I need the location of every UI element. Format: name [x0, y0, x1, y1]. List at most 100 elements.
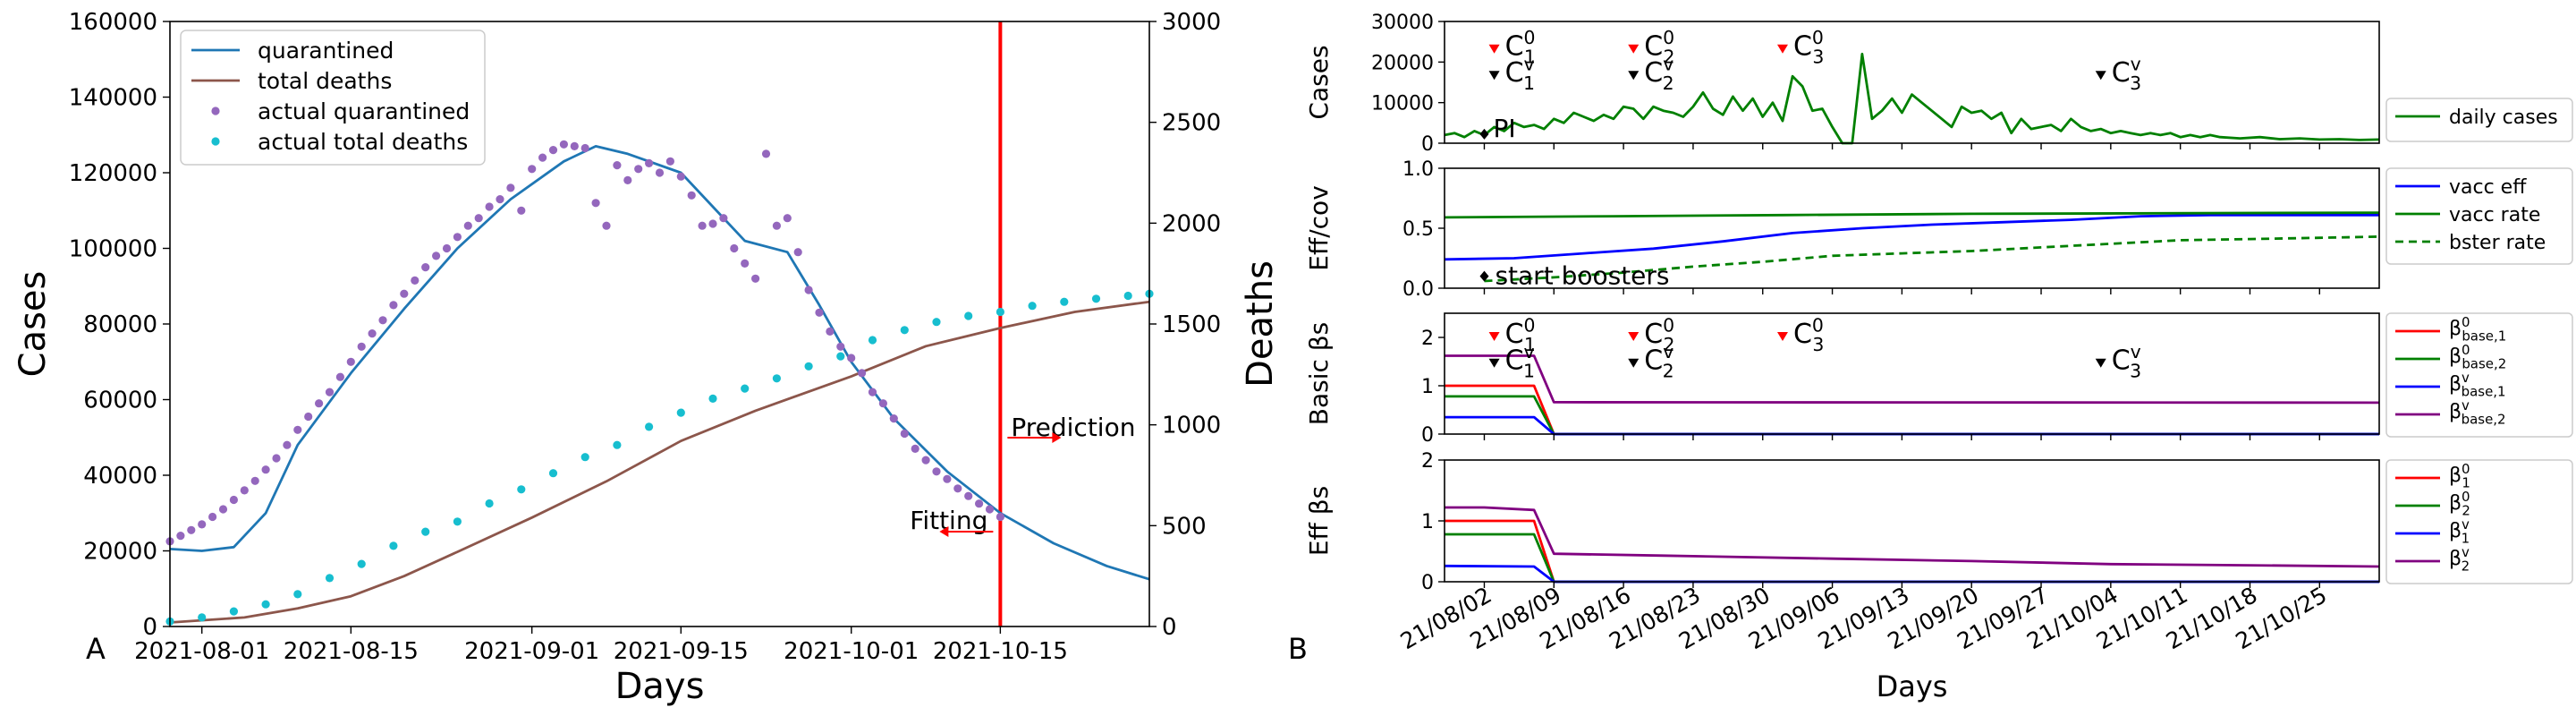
- series-line-2: [1484, 235, 2380, 283]
- series-line-2: [1444, 564, 2379, 584]
- data-point-3-2: [229, 607, 238, 616]
- data-point-2-13: [304, 412, 313, 422]
- data-point-3-4: [293, 590, 302, 599]
- data-point-3-15: [645, 422, 654, 431]
- changepoint-marker-2: [1776, 44, 1788, 54]
- data-point-2-52: [719, 214, 728, 223]
- data-point-2-3: [198, 520, 207, 529]
- data-point-2-60: [804, 286, 813, 294]
- data-point-2-37: [559, 140, 569, 149]
- data-point-2-57: [772, 221, 782, 230]
- legend-swatch-3: [211, 137, 220, 146]
- y-right-tick-label: 1000: [1162, 413, 1221, 439]
- changepoint-marker-0: [1488, 332, 1500, 341]
- fitting-arrowhead: [939, 526, 949, 537]
- data-point-2-26: [442, 243, 452, 253]
- plot-frame: [1444, 21, 2380, 144]
- y-right-tick-label: 2500: [1162, 110, 1221, 137]
- data-point-2-62: [826, 327, 835, 336]
- changepoint-label-0: C0 1: [1505, 314, 1536, 355]
- changepoint-label-5: Cv 3: [2112, 341, 2141, 382]
- data-point-2-51: [708, 219, 717, 228]
- data-point-2-69: [900, 429, 909, 439]
- legend-box: [2385, 459, 2573, 584]
- legend: daily cases: [2385, 98, 2573, 142]
- data-point-2-56: [761, 149, 771, 158]
- data-point-2-29: [474, 214, 483, 223]
- pi-label: PI: [1493, 114, 1515, 143]
- data-point-2-36: [548, 146, 558, 155]
- x-tick-label: 2021-08-15: [284, 638, 419, 665]
- series-line-0: [1445, 519, 2379, 584]
- x-tick-label: 2021-10-15: [933, 638, 1068, 665]
- y-left-tick-label: 60000: [83, 388, 157, 414]
- data-point-2-17: [346, 357, 355, 366]
- data-point-3-19: [772, 374, 782, 383]
- changepoint-label-2: C0 3: [1793, 27, 1824, 68]
- data-point-3-6: [357, 559, 366, 568]
- data-point-2-76: [975, 499, 984, 508]
- data-point-2-49: [687, 191, 696, 200]
- data-point-2-22: [400, 289, 409, 298]
- data-point-3-14: [613, 440, 622, 449]
- legend-label-0: daily cases: [2449, 107, 2558, 129]
- changepoint-marker-5: [2095, 358, 2106, 368]
- y-tick-label: 20000: [1371, 52, 1434, 74]
- changepoint-label-1: C0 2: [1644, 27, 1674, 68]
- legend-label-1: vacc rate: [2449, 204, 2540, 226]
- data-point-2-74: [953, 484, 962, 493]
- legend-box: [2385, 312, 2573, 438]
- data-point-2-1: [176, 532, 185, 541]
- legend: vacc eff vacc rate bster rate: [2385, 167, 2573, 265]
- changepoint-marker-4: [1628, 358, 1640, 368]
- booster-label: start boosters: [1495, 261, 1669, 291]
- data-point-2-33: [517, 206, 526, 215]
- series-line-0: [1445, 384, 2379, 436]
- changepoint-marker-1: [1628, 332, 1640, 341]
- pi-marker: [1479, 128, 1489, 140]
- plot-frame: [1444, 459, 2380, 583]
- y-right-tick-label: 1500: [1162, 311, 1221, 338]
- changepoint-marker-5: [2095, 71, 2106, 81]
- data-point-2-65: [858, 369, 867, 378]
- data-point-3-21: [836, 352, 845, 361]
- y-axis-title: Basic βs: [1304, 322, 1334, 426]
- x-tick-label: 2021-08-01: [134, 638, 269, 665]
- legend-box: [2385, 98, 2573, 142]
- changepoint-label-3: Cv 1: [1505, 54, 1535, 95]
- data-point-2-47: [665, 157, 675, 166]
- data-point-2-46: [655, 168, 665, 177]
- changepoint-marker-0: [1488, 44, 1500, 54]
- legend: β0 1β0 2βv 1βv 2: [2385, 459, 2573, 584]
- y-left-tick-label: 40000: [83, 463, 157, 490]
- subplot-1: C0 1 C0 2 C0 3 Cv 1 Cv 2 Cv 3 PI 0 10000 20000 30000 Case…: [1304, 12, 2573, 156]
- data-point-2-59: [793, 248, 802, 257]
- data-point-3-9: [453, 517, 462, 526]
- legend-label-1: total deaths: [258, 68, 392, 94]
- data-point-2-61: [815, 308, 824, 317]
- data-point-2-18: [357, 342, 366, 351]
- changepoint-label-4: Cv 2: [1644, 341, 1674, 382]
- data-point-3-10: [485, 499, 494, 508]
- series-line-3: [1445, 506, 2380, 568]
- y-right-tick-label: 0: [1162, 614, 1177, 641]
- x-tick-label: 2021-09-15: [614, 638, 749, 665]
- data-point-2-8: [250, 476, 259, 485]
- data-point-2-12: [293, 425, 302, 434]
- x-axis-title: Days: [615, 666, 705, 707]
- data-point-2-58: [783, 214, 792, 223]
- data-point-2-25: [432, 251, 441, 260]
- changepoint-marker-2: [1776, 332, 1788, 341]
- data-point-2-11: [283, 440, 292, 449]
- plot-frame: [1444, 312, 2380, 435]
- legend-label-2: bster rate: [2449, 232, 2546, 254]
- data-point-2-5: [218, 505, 228, 514]
- subplot-4: 0 1 2 Eff βs β0 1β0 2βv 1βv 2: [1304, 450, 2573, 594]
- legend-label-3: βv 2: [2449, 544, 2470, 575]
- y-tick-label: 30000: [1371, 12, 1434, 34]
- data-point-3-16: [676, 408, 685, 417]
- data-point-3-28: [1060, 297, 1069, 306]
- data-point-2-73: [943, 474, 952, 483]
- series-line-1: [1444, 211, 2380, 219]
